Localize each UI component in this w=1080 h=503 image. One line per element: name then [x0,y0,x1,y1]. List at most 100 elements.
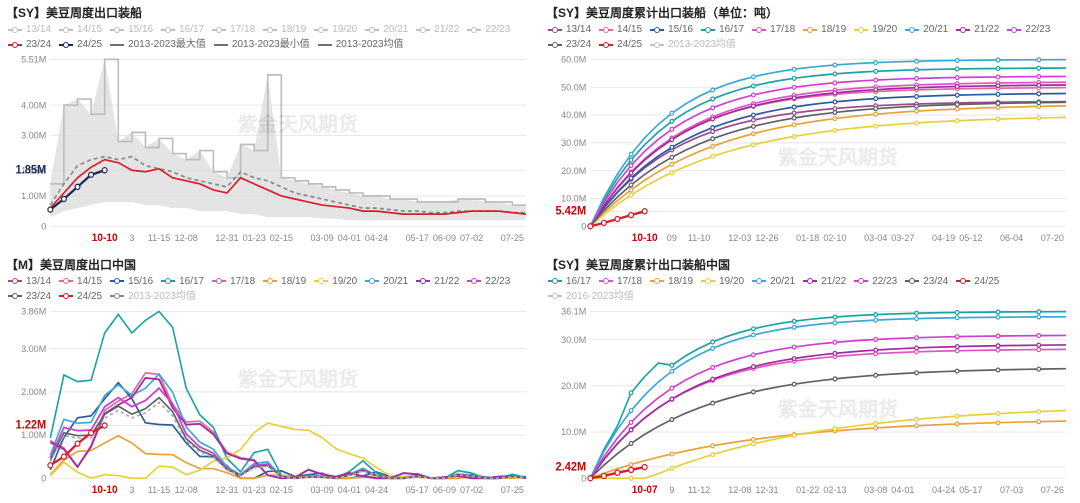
svg-text:4.00M: 4.00M [21,100,46,110]
legend-label: 22/23 [485,23,510,36]
legend-item[interactable]: 13/14 [8,23,51,36]
svg-text:9: 9 [669,484,674,494]
legend-item[interactable]: 23/24 [8,290,51,303]
svg-text:10-10: 10-10 [92,484,118,495]
svg-text:11-15: 11-15 [148,233,171,243]
legend-item[interactable]: 19/20 [314,275,357,288]
panel-1: 【SY】美豆周度出口装船 13/1414/1515/1616/1717/1818… [2,2,538,250]
legend-item[interactable]: 15/16 [110,275,153,288]
svg-text:07-25: 07-25 [501,484,524,494]
legend-item[interactable]: 19/20 [854,23,897,36]
legend-item[interactable]: 2013-2023均值 [650,38,736,51]
legend-item[interactable]: 24/25 [599,38,642,51]
legend-item[interactable]: 17/18 [212,275,255,288]
svg-text:50.0M: 50.0M [561,82,586,92]
svg-text:0: 0 [41,473,46,483]
legend-item[interactable]: 24/25 [59,290,102,303]
legend-swatch [110,41,124,49]
legend-item[interactable]: 20/21 [905,23,948,36]
legend-item[interactable]: 24/25 [59,38,102,51]
legend-swatch [905,277,919,285]
legend-item[interactable]: 13/14 [548,23,591,36]
legend-label: 14/15 [617,23,642,36]
legend-label: 23/24 [26,290,51,303]
legend-item[interactable]: 16/17 [548,275,591,288]
legend-item[interactable]: 2016-2023均值 [548,290,634,303]
legend-item[interactable]: 21/22 [416,275,459,288]
svg-text:02-13: 02-13 [823,484,846,494]
legend-item[interactable]: 20/21 [365,23,408,36]
legend-item[interactable]: 23/24 [8,38,51,51]
legend-item[interactable]: 2013-2023均值 [318,38,404,51]
svg-text:02-15: 02-15 [270,484,293,494]
svg-text:12-26: 12-26 [755,233,778,243]
legend-label: 18/19 [668,275,693,288]
panel-2-chart: 紫金天风期货 60.0M50.0M40.0M30.0M20.0M10.0M5.4… [542,53,1078,250]
legend-item[interactable]: 17/18 [599,275,642,288]
legend-item[interactable]: 15/16 [110,23,153,36]
legend-label: 13/14 [566,23,591,36]
svg-text:11-10: 11-10 [688,233,711,243]
legend-item[interactable]: 23/24 [548,38,591,51]
svg-text:03-04: 03-04 [864,233,887,243]
legend-swatch [110,26,124,34]
legend-item[interactable]: 17/18 [752,23,795,36]
legend-item[interactable]: 20/21 [752,275,795,288]
panel-1-chart: 紫金天风期货 5.51M4.00M3.00M1.85M1.00M01.85M10… [2,53,538,250]
legend-item[interactable]: 2013-2023最大值 [110,38,206,51]
svg-text:04-01: 04-01 [891,484,914,494]
legend-item[interactable]: 15/16 [650,23,693,36]
legend-label: 13/14 [26,23,51,36]
legend-item[interactable]: 23/24 [905,275,948,288]
legend-item[interactable]: 18/19 [803,23,846,36]
svg-text:30.0M: 30.0M [561,138,586,148]
legend-swatch [650,41,664,49]
legend-item[interactable]: 21/22 [416,23,459,36]
legend-item[interactable]: 22/23 [1007,23,1050,36]
svg-text:11-15: 11-15 [148,484,171,494]
legend-item[interactable]: 14/15 [599,23,642,36]
svg-text:12-08: 12-08 [175,484,198,494]
legend-item[interactable]: 16/17 [701,23,744,36]
legend-label: 24/25 [974,275,999,288]
legend-swatch [59,292,73,300]
legend-item[interactable]: 22/23 [854,275,897,288]
svg-text:06-09: 06-09 [433,484,456,494]
legend-item[interactable]: 14/15 [59,23,102,36]
legend-item[interactable]: 2013-2023最小值 [214,38,310,51]
legend-swatch [956,26,970,34]
legend-item[interactable]: 22/23 [467,23,510,36]
legend-item[interactable]: 19/20 [314,23,357,36]
legend-item[interactable]: 18/19 [650,275,693,288]
svg-text:12-08: 12-08 [175,233,198,243]
legend-swatch [416,277,430,285]
legend-item[interactable]: 18/19 [263,23,306,36]
svg-text:04-01: 04-01 [338,233,361,243]
legend-item[interactable]: 16/17 [161,23,204,36]
legend-item[interactable]: 18/19 [263,275,306,288]
legend-item[interactable]: 24/25 [956,275,999,288]
legend-item[interactable]: 20/21 [365,275,408,288]
legend-item[interactable]: 21/22 [803,275,846,288]
svg-text:07-25: 07-25 [501,233,524,243]
svg-text:03-08: 03-08 [864,484,887,494]
legend-label: 22/23 [872,275,897,288]
svg-text:06-04: 06-04 [1000,233,1023,243]
legend-swatch [59,277,73,285]
panel-3-legend: 13/14 14/15 15/16 16/17 17/18 18/19 19/20 20/21… [2,273,538,305]
legend-swatch [599,277,613,285]
svg-text:04-24: 04-24 [932,484,955,494]
legend-item[interactable]: 17/18 [212,23,255,36]
legend-item[interactable]: 19/20 [701,275,744,288]
legend-label: 17/18 [230,275,255,288]
legend-label: 15/16 [128,275,153,288]
legend-item[interactable]: 13/14 [8,275,51,288]
legend-label: 21/22 [434,23,459,36]
legend-item[interactable]: 22/23 [467,275,510,288]
legend-item[interactable]: 2013-2023均值 [110,290,196,303]
legend-item[interactable]: 21/22 [956,23,999,36]
legend-item[interactable]: 14/15 [59,275,102,288]
legend-label: 20/21 [770,275,795,288]
legend-item[interactable]: 16/17 [161,275,204,288]
legend-swatch [365,277,379,285]
